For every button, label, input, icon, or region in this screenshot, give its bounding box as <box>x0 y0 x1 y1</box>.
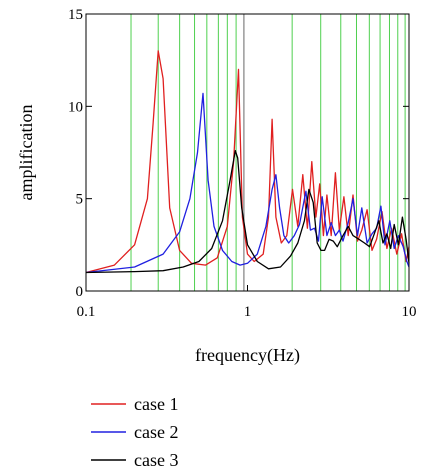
legend-label-case-3: case 3 <box>134 450 178 470</box>
x-tick-label: 0.1 <box>77 304 96 320</box>
y-axis-title: amplification <box>16 105 36 201</box>
x-tick-label: 10 <box>402 304 417 320</box>
x-tick-label: 1 <box>244 304 252 320</box>
series-line-case-1 <box>85 50 410 274</box>
y-tick-label: 15 <box>68 7 83 23</box>
series-layer <box>85 50 410 274</box>
axis-ticks <box>85 13 410 292</box>
y-tick-label: 0 <box>76 284 84 300</box>
y-tick-label: 10 <box>68 99 83 115</box>
tick-labels: 0 5 10 15 0.1 1 10 <box>68 7 417 320</box>
series-line-case-3 <box>85 150 410 274</box>
x-axis-title: frequency(Hz) <box>195 345 300 366</box>
legend-label-case-2: case 2 <box>134 422 178 442</box>
legend-label-case-1: case 1 <box>134 394 178 414</box>
y-tick-label: 5 <box>76 192 84 208</box>
legend: case 1 case 2 case 3 <box>91 394 178 470</box>
vertical-marker-lines <box>130 14 406 291</box>
series-line-case-2 <box>85 92 410 274</box>
